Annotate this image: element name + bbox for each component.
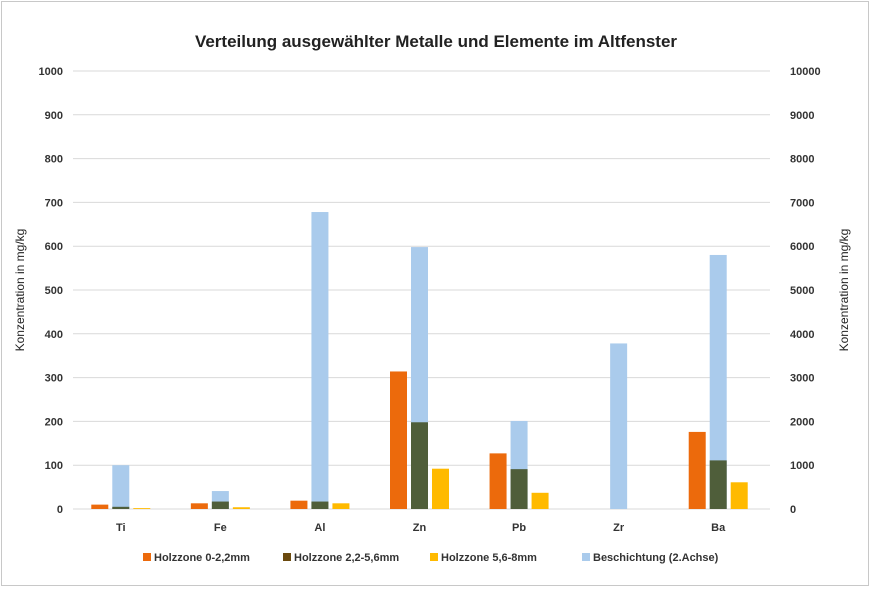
x-tick-label: Al [314, 522, 325, 534]
bar-Ba-beschichtung [709, 254, 727, 509]
bar-Al-series-2 [311, 501, 329, 509]
y-tick-label: 600 [45, 241, 63, 253]
bar-Al-beschichtung [311, 212, 329, 509]
bar-Pb-series-1 [489, 453, 507, 509]
y-tick-label: 900 [45, 110, 63, 122]
y2-tick-label: 3000 [790, 373, 814, 385]
y-tick-label: 100 [45, 460, 63, 472]
bar-Zn-series-1 [390, 371, 407, 509]
y-tick-label: 400 [45, 329, 63, 341]
bar-Fe-series-3 [232, 507, 250, 509]
y2-tick-label: 10000 [790, 66, 821, 78]
y-tick-label: 500 [45, 285, 63, 297]
bar-Al-series-3 [332, 503, 350, 509]
bar-Zr-beschichtung [610, 343, 628, 509]
x-tick-label: Zr [613, 522, 625, 534]
y-tick-label: 700 [45, 197, 63, 209]
y-tick-label: 200 [45, 416, 63, 428]
y2-tick-label: 0 [790, 504, 796, 516]
x-tick-label: Zn [413, 522, 427, 534]
legend-label: Holzzone 0-2,2mm [154, 552, 250, 564]
y-tick-label: 0 [57, 504, 63, 516]
bar-Ti-series-1 [91, 504, 109, 509]
bar-Ti-series-2 [112, 506, 130, 509]
y2-tick-label: 4000 [790, 329, 814, 341]
legend-label: Holzzone 2,2-5,6mm [294, 552, 399, 564]
legend-marker [582, 553, 590, 561]
chart-title: Verteilung ausgewählter Metalle und Elem… [195, 32, 677, 51]
y2-tick-label: 9000 [790, 110, 814, 122]
y-axis-label: Konzentration in mg/kg [13, 229, 27, 352]
y2-tick-label: 6000 [790, 241, 814, 253]
legend-label: Beschichtung (2.Achse) [593, 552, 719, 564]
y-tick-label: 800 [45, 154, 63, 166]
y2-tick-label: 1000 [790, 460, 814, 472]
legend-marker [143, 553, 151, 561]
legend-label: Holzzone 5,6-8mm [441, 552, 537, 564]
bar-Ti-beschichtung [112, 465, 130, 509]
x-tick-label: Fe [214, 522, 227, 534]
bar-Ba-series-1 [688, 431, 706, 509]
y2-tick-label: 7000 [790, 197, 814, 209]
y-tick-label: 300 [45, 373, 63, 385]
legend-marker [283, 553, 291, 561]
y-tick-label: 1000 [39, 66, 63, 78]
bar-Ba-series-3 [730, 482, 748, 509]
bar-Ti-series-3 [133, 508, 151, 509]
x-tick-label: Ba [711, 522, 726, 534]
bar-Zn-series-2 [411, 422, 428, 509]
y2-tick-label: 2000 [790, 416, 814, 428]
bar-Pb-series-2 [510, 469, 528, 509]
bar-Zn-series-3 [432, 468, 449, 509]
bar-Al-series-1 [290, 500, 308, 509]
bar-Ba-series-2 [709, 460, 727, 509]
y2-tick-label: 5000 [790, 285, 814, 297]
y2-axis-label: Konzentration in mg/kg [837, 229, 851, 352]
bar-Fe-series-2 [211, 501, 229, 509]
x-tick-label: Pb [512, 522, 526, 534]
bar-Pb-series-3 [531, 492, 549, 509]
x-tick-label: Ti [116, 522, 126, 534]
bar-Fe-series-1 [190, 503, 208, 509]
legend-marker [430, 553, 438, 561]
y2-tick-label: 8000 [790, 154, 814, 166]
